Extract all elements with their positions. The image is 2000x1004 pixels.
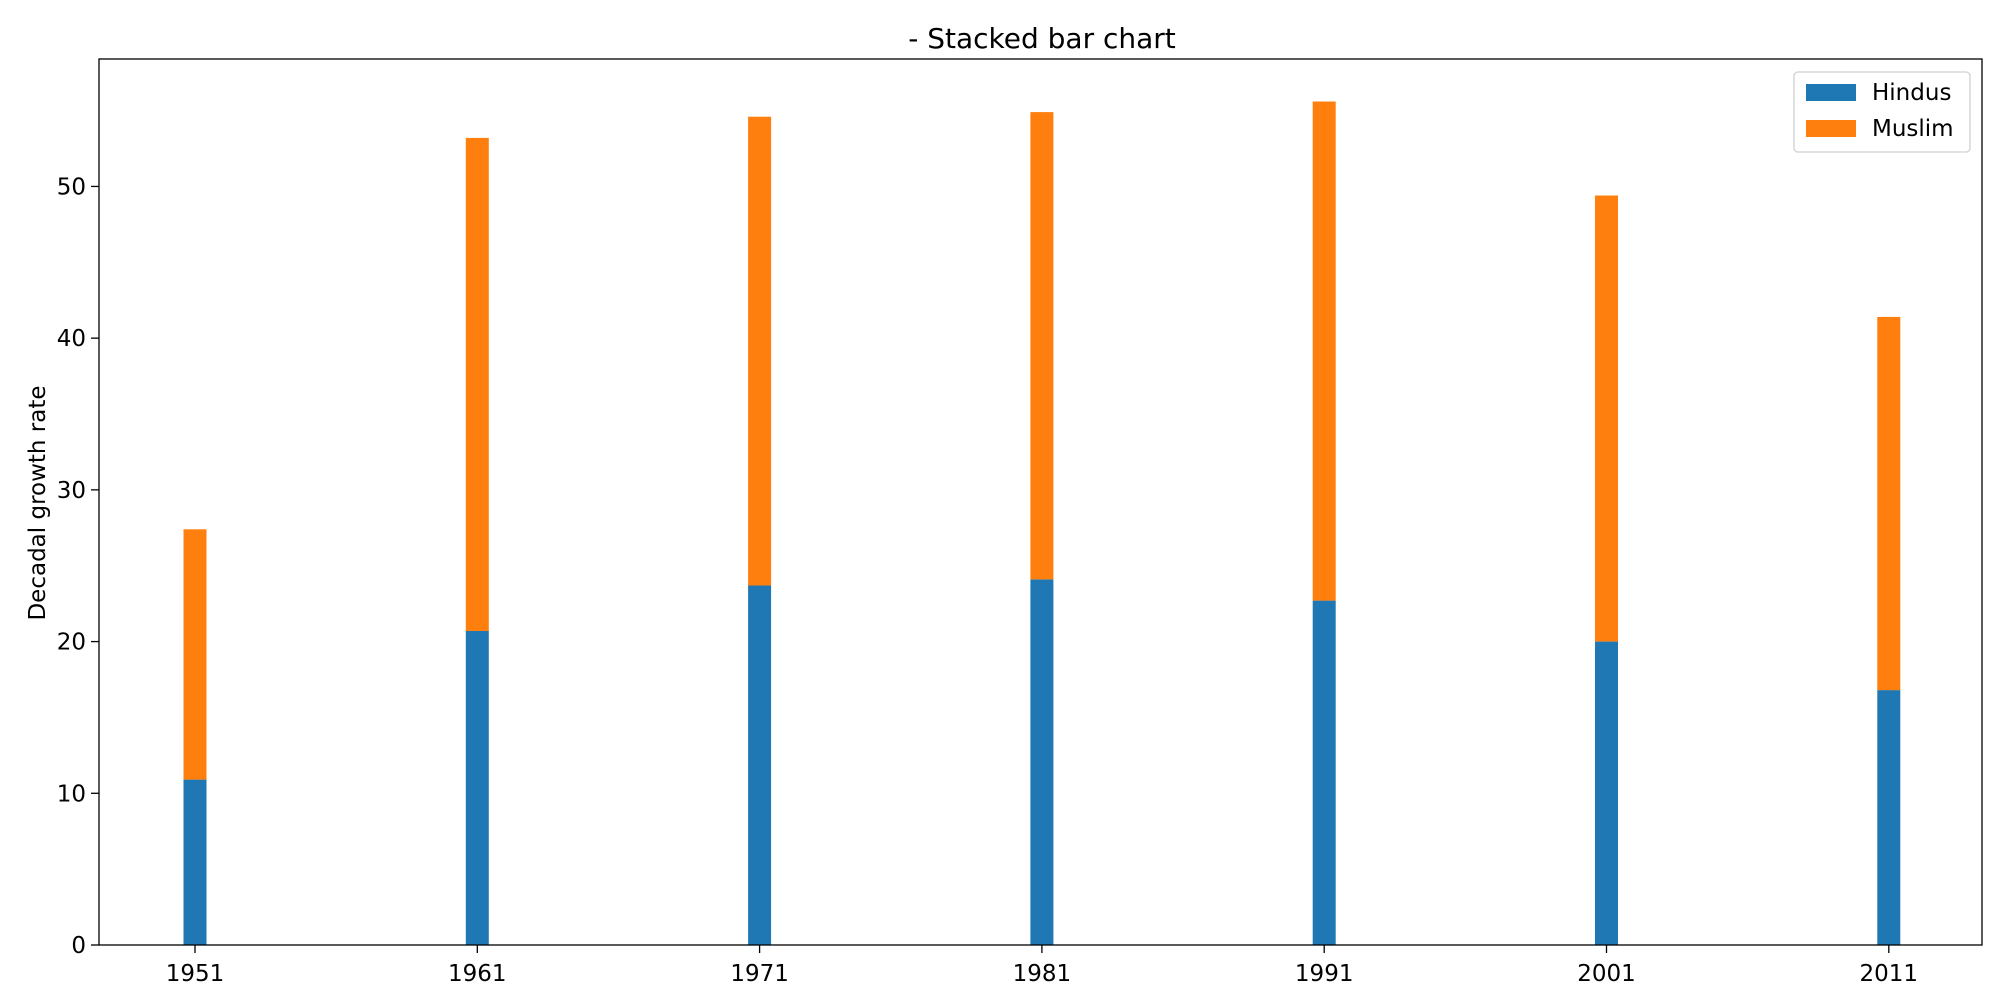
- legend-label-hindus: Hindus: [1872, 80, 1951, 106]
- bar-muslim-1961: [465, 137, 489, 631]
- legend-swatch-muslim: [1806, 120, 1856, 137]
- bar-hindus-1981: [1030, 579, 1054, 945]
- bar-hindus-1991: [1312, 600, 1336, 945]
- bar-muslim-2001: [1595, 195, 1618, 642]
- bar-muslim-2011: [1877, 316, 1901, 691]
- legend: Hindus Muslim: [1793, 71, 1971, 153]
- y-axis-label: Decadal growth rate: [25, 385, 51, 620]
- y-tick-label: 10: [57, 781, 86, 807]
- legend-label-muslim: Muslim: [1872, 116, 1954, 142]
- x-tick-label: 1961: [448, 961, 507, 987]
- chart-title: - Stacked bar chart: [908, 22, 1176, 55]
- bars-layer: [183, 101, 1901, 945]
- x-tick-label: 1951: [166, 961, 225, 987]
- plot-frame: [98, 58, 1983, 946]
- bar-muslim-1981: [1030, 112, 1054, 580]
- y-tick-label: 50: [57, 174, 86, 200]
- x-tick-label: 1971: [730, 961, 789, 987]
- x-tick-label: 1991: [1295, 961, 1354, 987]
- bar-muslim-1971: [748, 116, 772, 586]
- bar-hindus-2011: [1877, 690, 1901, 945]
- bar-hindus-2001: [1595, 641, 1618, 945]
- y-tick-label: 40: [57, 326, 86, 352]
- y-tick-label: 30: [57, 478, 86, 504]
- y-tick-label: 0: [71, 933, 86, 959]
- bar-muslim-1951: [183, 529, 207, 780]
- bar-hindus-1971: [748, 585, 772, 945]
- y-axis-ticks: 0 10 20 30 40 50: [57, 174, 99, 959]
- bar-hindus-1961: [465, 631, 489, 945]
- y-tick-label: 20: [57, 630, 86, 656]
- x-axis-ticks: 1951 1961 1971 1981 1991 2001 2011: [166, 945, 1918, 987]
- legend-swatch-hindus: [1806, 84, 1856, 101]
- x-tick-label: 2001: [1577, 961, 1636, 987]
- bar-hindus-1951: [183, 779, 207, 945]
- bar-muslim-1991: [1312, 101, 1336, 601]
- x-tick-label: 2011: [1860, 961, 1919, 987]
- x-tick-label: 1981: [1013, 961, 1072, 987]
